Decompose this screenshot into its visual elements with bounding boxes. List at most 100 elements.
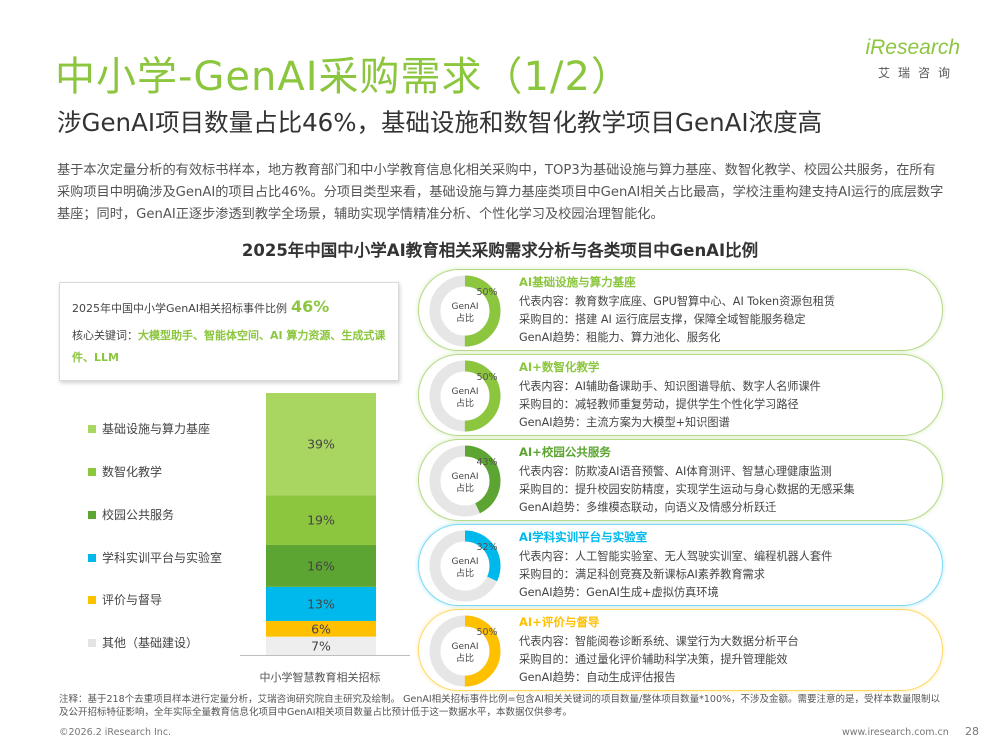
donut-center-label: GenAI xyxy=(451,642,478,652)
card-detail-line: GenAI趋势：主流方案为大模型+知识图谱 xyxy=(519,416,730,429)
legend-swatch xyxy=(88,424,96,433)
card-title: AI+校园公共服务 xyxy=(519,445,611,459)
bar-segment xyxy=(266,544,376,587)
keywords-value: 大模型助手、智能体空间、AI 算力资源、生成式课件、LLM xyxy=(72,329,386,364)
legend-label: 基础设施与算力基座 xyxy=(102,422,211,436)
summary-keywords: 核心关键词：大模型助手、智能体空间、AI 算力资源、生成式课件、LLM xyxy=(72,325,392,369)
donut-center-sublabel: 占比 xyxy=(456,567,474,579)
donut-center-label: GenAI xyxy=(451,387,478,397)
legend-item: 校园公共服务 xyxy=(88,506,174,523)
card-detail-line: GenAI趋势：GenAI生成+虚拟仿真环境 xyxy=(519,586,719,599)
page-title: 中小学-GenAI采购需求（1/2） xyxy=(55,54,632,100)
donut-value-arc xyxy=(429,615,501,687)
website-link[interactable]: www.iresearch.com.cn xyxy=(842,727,949,738)
donut-percent-label: 50% xyxy=(476,627,497,638)
bar-data-label: 7% xyxy=(311,638,331,653)
chart-title: 2025年中国中小学AI教育相关采购需求分析与各类项目中GenAI比例 xyxy=(241,241,759,260)
card-detail-line: 代表内容：智能阅卷诊断系统、课堂行为大数据分析平台 xyxy=(519,635,799,648)
donut-center-sublabel: 占比 xyxy=(456,482,474,494)
card-detail-line: 采购目的：减轻教师重复劳动，提供学生个性化学习路径 xyxy=(519,398,799,411)
card-title: AI+评价与督导 xyxy=(519,615,600,629)
donut-percent-label: 50% xyxy=(476,287,497,298)
bar-data-label: 16% xyxy=(307,558,335,573)
card-detail-line: 采购目的：提升校园安防精度，实现学生运动与身心数据的无感采集 xyxy=(519,483,855,496)
x-axis-category-label: 中小学智慧教育相关招标 xyxy=(259,671,381,684)
logo-main-text: iResearch xyxy=(865,36,960,59)
category-card: GenAI 占比 50% AI+数智化教学代表内容：AI辅助备课助手、知识图谱导航、数… xyxy=(418,354,943,436)
category-card: GenAI 占比 50% AI+评价与督导代表内容：智能阅卷诊断系统、课堂行为大数据分… xyxy=(418,609,943,691)
category-card: GenAI 占比 32% AI学科实训平台与实验室代表内容：人工智能实验室、无人驾驶实… xyxy=(418,524,943,606)
legend-label: 数智化教学 xyxy=(102,465,163,479)
donut-value-arc xyxy=(429,445,501,517)
page-number: 28 xyxy=(965,725,979,738)
donut-percent-label: 50% xyxy=(476,372,497,383)
bar-segment xyxy=(266,393,376,496)
legend-swatch xyxy=(88,510,96,519)
donut-percent-label: 32% xyxy=(476,542,497,553)
legend-label: 其他（基础建设） xyxy=(102,636,199,650)
bar-data-label: 19% xyxy=(307,513,335,528)
copyright: ©2026.2 iResearch Inc. xyxy=(59,727,172,738)
card-title: AI学科实训平台与实验室 xyxy=(519,530,648,544)
legend-swatch xyxy=(88,467,96,476)
legend-label: 学科实训平台与实验室 xyxy=(102,551,223,565)
card-detail-line: 采购目的：满足科创竞赛及新课标AI素养教育需求 xyxy=(519,568,765,581)
legend-label: 校园公共服务 xyxy=(102,508,175,522)
logo-sub-text: 艾瑞咨询 xyxy=(877,66,958,80)
category-card: GenAI 占比 50% AI基础设施与算力基座代表内容：教育数字底座、GPU智算中心… xyxy=(418,269,943,351)
card-title: AI+数智化教学 xyxy=(519,360,600,374)
donut-center-label: GenAI xyxy=(451,302,478,312)
legend-item: 评价与督导 xyxy=(88,591,162,608)
donut-center-sublabel: 占比 xyxy=(456,397,474,409)
donut-value-arc xyxy=(429,530,501,602)
legend-item: 数智化教学 xyxy=(88,463,162,480)
bar-data-label: 13% xyxy=(307,596,335,611)
bar-segment xyxy=(266,495,376,545)
card-detail-line: 采购目的：搭建 AI 运行底层支撑，保障全域智能服务稳定 xyxy=(519,313,806,326)
page-subtitle: 涉GenAI项目数量占比46%，基础设施和数智化教学项目GenAI浓度高 xyxy=(57,108,823,137)
summary-box: 2025年中国中小学GenAI相关招标事件比例 46% 核心关键词：大模型助手、智… xyxy=(59,282,399,381)
legend-label: 评价与督导 xyxy=(102,593,163,607)
bar-segment xyxy=(266,636,376,655)
donut-percent-label: 43% xyxy=(476,457,497,468)
donut-value-arc xyxy=(429,360,501,432)
bar-segment xyxy=(266,586,376,621)
legend-swatch xyxy=(88,638,96,647)
iresearch-logo: iResearch 艾瑞咨询 xyxy=(850,36,960,86)
card-detail-line: GenAI趋势：自动生成评估报告 xyxy=(519,671,676,684)
bar-segment xyxy=(266,620,376,637)
card-detail-line: 代表内容：防欺凌AI语音预警、AI体育测评、智慧心理健康监测 xyxy=(519,465,832,478)
donut-center-sublabel: 占比 xyxy=(456,652,474,664)
card-detail-line: GenAI趋势：租能力、算力池化、服务化 xyxy=(519,331,721,344)
keywords-label: 核心关键词： xyxy=(72,329,138,342)
summary-percent: 46% xyxy=(291,297,330,316)
donut-center-sublabel: 占比 xyxy=(456,312,474,324)
legend-swatch xyxy=(88,595,96,604)
stacked-bar-chart: 7% 6% 13% 16% 19% 39% xyxy=(240,393,410,656)
bar-data-label: 6% xyxy=(311,621,331,636)
donut-center-label: GenAI xyxy=(451,472,478,482)
bar-data-label: 39% xyxy=(307,437,335,452)
card-detail-line: 代表内容：教育数字底座、GPU智算中心、AI Token资源包租赁 xyxy=(519,295,836,308)
donut-center-label: GenAI xyxy=(451,557,478,567)
footnote: 注释：基于218个去重项目样本进行定量分析，艾瑞咨询研究院自主研究及绘制。 Ge… xyxy=(59,694,941,718)
legend-item: 基础设施与算力基座 xyxy=(88,420,210,437)
summary-label: 2025年中国中小学GenAI相关招标事件比例 xyxy=(72,302,288,315)
card-detail-line: GenAI趋势：多维模态联动，向语义及情感分析跃迁 xyxy=(519,501,777,514)
donut-value-arc xyxy=(429,275,501,347)
card-detail-line: 代表内容：AI辅助备课助手、知识图谱导航、数字人名师课件 xyxy=(519,380,821,393)
card-detail-line: 采购目的：通过量化评价辅助科学决策，提升管理能效 xyxy=(519,653,788,666)
legend-item: 学科实训平台与实验室 xyxy=(88,549,222,566)
card-detail-line: 代表内容：人工智能实验室、无人驾驶实训室、编程机器人套件 xyxy=(519,550,833,563)
category-card: GenAI 占比 43% AI+校园公共服务代表内容：防欺凌AI语音预警、AI体育测评… xyxy=(418,439,943,521)
summary-line: 2025年中国中小学GenAI相关招标事件比例 46% xyxy=(72,297,329,316)
intro-paragraph: 基于本次定量分析的有效标书样本，地方教育部门和中小学教育信息化相关采购中，TOP… xyxy=(57,163,944,222)
legend-item: 其他（基础建设） xyxy=(88,634,198,651)
card-title: AI基础设施与算力基座 xyxy=(519,275,636,289)
legend-swatch xyxy=(88,553,96,562)
